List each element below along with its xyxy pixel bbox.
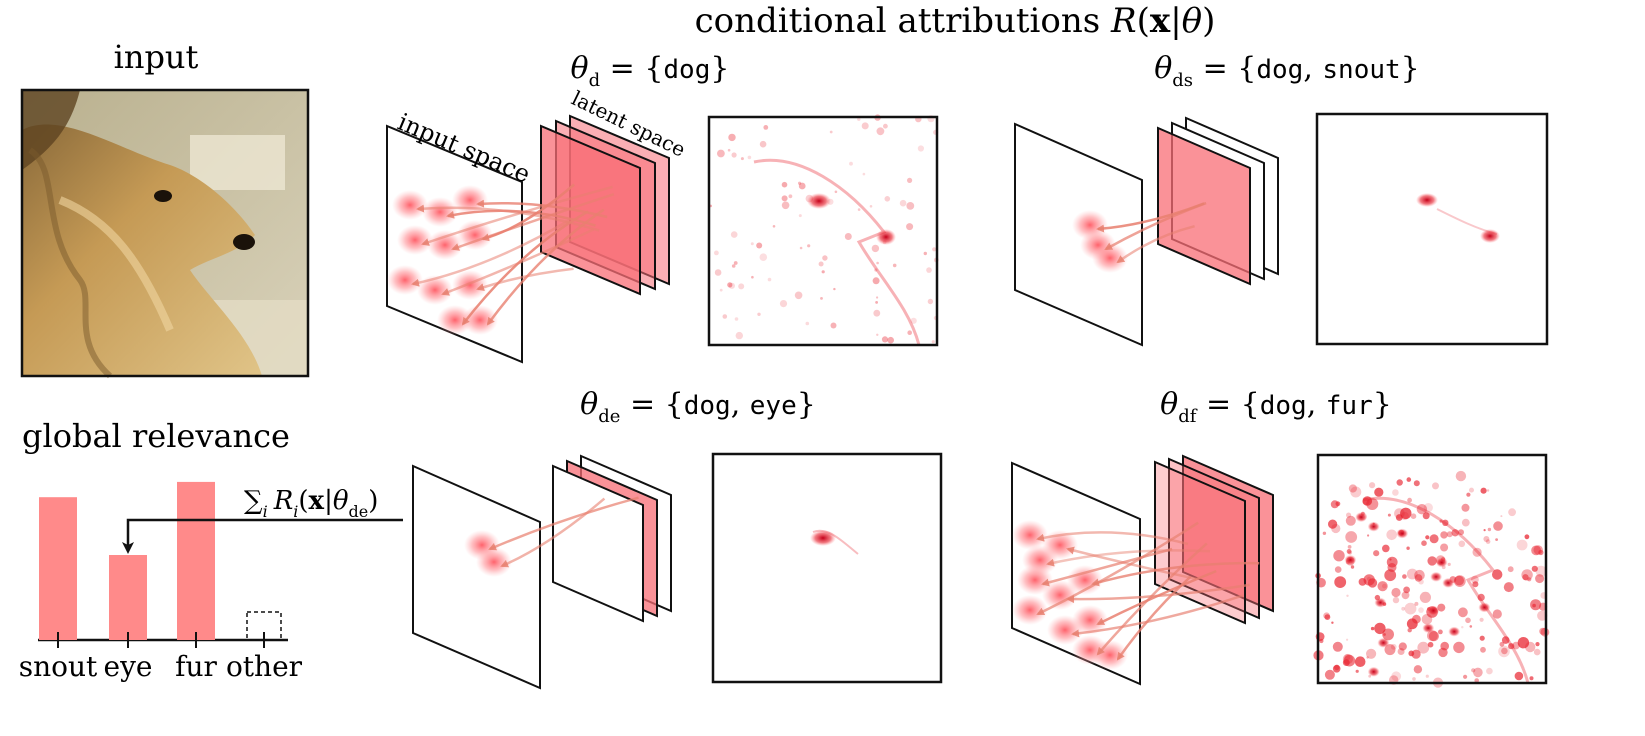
flow-arrow xyxy=(411,218,571,287)
flow-arrow xyxy=(476,267,574,291)
global-relevance-title: global relevance xyxy=(22,417,290,455)
relevance-blob xyxy=(1072,605,1108,635)
tick-label-snout: snout xyxy=(19,650,98,683)
flow-arrow xyxy=(1046,549,1211,567)
tick-label-eye: eye xyxy=(104,650,153,683)
flow-arrow xyxy=(488,496,639,551)
relevance-blob xyxy=(417,275,453,305)
relevance-blob xyxy=(1012,520,1048,550)
input-plane xyxy=(412,464,541,690)
flow-arrow xyxy=(1041,547,1173,587)
panel-df-heading: θdf = {dog, fur} xyxy=(1160,387,1392,427)
flow-arrow xyxy=(421,185,613,246)
panel-ds-heading: θds = {dog, snout} xyxy=(1154,51,1420,91)
panel-de-heading: θde = {dog, eye} xyxy=(580,387,816,427)
flow-arrow xyxy=(1071,594,1244,638)
relevance-blob xyxy=(1017,565,1053,595)
latent-plane xyxy=(552,464,644,623)
relevance-blob xyxy=(1012,595,1048,625)
input-label: input xyxy=(114,38,199,76)
input-dog-image xyxy=(20,88,310,379)
latent-plane xyxy=(1157,126,1251,286)
flow-arrow xyxy=(451,193,615,251)
relevance-blob xyxy=(452,270,488,300)
flow-arrow xyxy=(476,199,608,219)
flow-arrow xyxy=(1104,201,1207,251)
heatmap-d xyxy=(707,114,939,347)
flow-arrow xyxy=(481,183,575,242)
flow-arrow xyxy=(1096,542,1208,656)
sum-label: ∑i Ri(x|θde) xyxy=(244,486,378,521)
latent-plane xyxy=(1154,460,1246,625)
relevance-blob xyxy=(387,265,423,295)
flow-arrow xyxy=(1116,575,1192,661)
heatmap-ds xyxy=(1315,112,1549,346)
flow-arrow xyxy=(1116,224,1195,264)
tick-label-fur: fur xyxy=(175,650,217,683)
relevance-blob xyxy=(1092,640,1128,670)
heatmap-de xyxy=(711,452,943,684)
heatmap-df xyxy=(1313,453,1550,688)
bar-eye xyxy=(109,555,147,640)
flow-arrow xyxy=(500,497,606,568)
tick-label-other: other xyxy=(226,650,303,683)
flow-arrow xyxy=(446,209,596,227)
global-relevance-chart: snout eye fur other xyxy=(19,481,303,683)
sum-to-eye-arrow xyxy=(122,518,403,554)
flow-arrow xyxy=(461,210,589,326)
panel-df: θdf = {dog, fur} xyxy=(1011,387,1550,688)
flow-arrow xyxy=(1091,561,1260,587)
relevance-blob xyxy=(422,197,458,227)
relevance-blob xyxy=(457,220,493,250)
flow-arrow xyxy=(1096,569,1217,626)
relevance-blob xyxy=(476,547,512,577)
svg-text:∑iRi(x|θde): ∑i Ri(x|θde) xyxy=(244,486,378,521)
relevance-blob xyxy=(1092,243,1128,273)
relevance-blob xyxy=(1067,565,1103,595)
relevance-blob xyxy=(397,225,433,255)
bar-snout xyxy=(39,497,77,640)
panel-ds: θds = {dog, snout} xyxy=(1014,51,1549,347)
figure-title: conditional attributions R(x|θ) xyxy=(695,1,1216,41)
panel-d-heading: θd = {dog} xyxy=(571,51,730,91)
relevance-blob xyxy=(437,305,473,335)
flow-arrow xyxy=(486,208,605,326)
flow-arrow xyxy=(1036,521,1199,616)
panel-d: θd = {dog}input space latent space xyxy=(386,51,939,364)
relevance-blob xyxy=(427,230,463,260)
panel-de: θde = {dog, eye} xyxy=(412,387,943,690)
bar-fur xyxy=(177,481,215,640)
